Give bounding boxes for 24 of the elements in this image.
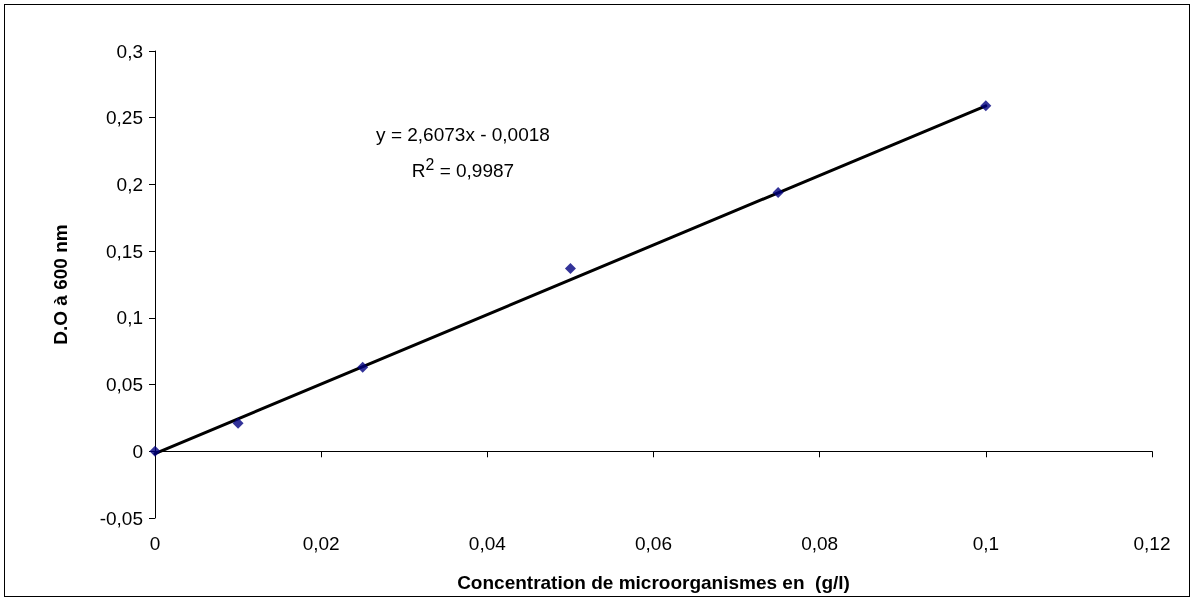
point xyxy=(772,186,784,198)
x-tick-label: 0,08 xyxy=(801,533,839,554)
point xyxy=(564,262,576,274)
y-tick-label: 0,05 xyxy=(106,374,143,396)
x-tick-label: 0,02 xyxy=(302,533,340,554)
annotation: y = 2,6073x - 0,0018 xyxy=(375,124,551,146)
x-tick-label: 0,12 xyxy=(1133,533,1171,554)
x-axis-title: Concentration de microorganismes en (g/l) xyxy=(457,572,850,593)
annotation: R$^{2}$ = 0,9987 xyxy=(410,156,516,183)
point xyxy=(980,100,992,112)
y-axis-title: D.O à 600 nm xyxy=(50,224,71,345)
y-tick-label: 0,3 xyxy=(116,40,143,62)
y-tick-label: 0,25 xyxy=(106,107,143,129)
x-tick-label: 0,06 xyxy=(635,533,672,554)
point xyxy=(232,417,244,429)
x-tick-label: 0 xyxy=(149,533,161,554)
y-tick-label: 0,2 xyxy=(116,173,143,195)
y-tick-label: 0,1 xyxy=(116,307,143,329)
y-tick-label: 0,15 xyxy=(106,240,143,262)
point xyxy=(357,361,369,373)
y-tick-label: 0 xyxy=(132,440,143,462)
x-tick-label: 0,1 xyxy=(972,533,1000,554)
y-tick-label: -0,05 xyxy=(99,507,143,529)
x-tick-label: 0,04 xyxy=(468,533,507,554)
